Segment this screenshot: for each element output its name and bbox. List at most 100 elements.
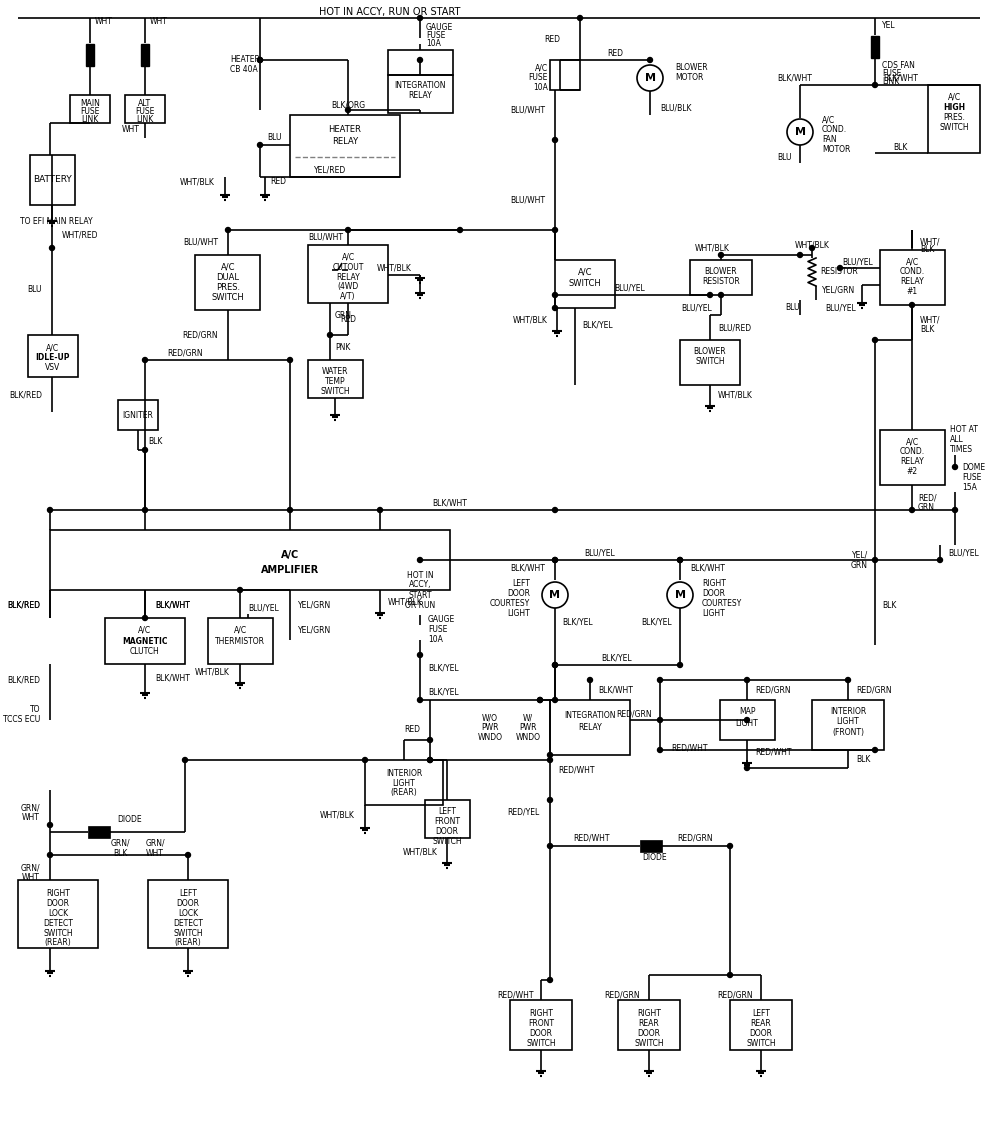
Text: TO EFI MAIN RELAY: TO EFI MAIN RELAY [20,217,93,226]
Text: PRES.: PRES. [216,282,240,291]
Text: LINK: LINK [81,116,99,124]
Text: RED/GRN: RED/GRN [856,686,892,695]
Circle shape [678,663,682,667]
Text: (REAR): (REAR) [45,938,71,947]
Circle shape [552,697,558,703]
Bar [88,825,110,838]
Circle shape [658,678,662,682]
Text: RED: RED [544,35,560,44]
Text: A/C: A/C [341,252,355,262]
Text: PWR: PWR [481,723,499,732]
Bar [365,760,443,805]
Text: VSV: VSV [45,364,61,373]
Text: SWITCH: SWITCH [212,292,244,301]
Bar [308,360,363,398]
Circle shape [418,557,422,563]
Text: A/C: A/C [233,625,247,634]
Text: A/C: A/C [905,257,919,266]
Text: BLU/YEL: BLU/YEL [615,283,645,292]
Text: BLOWER: BLOWER [675,64,708,73]
Circle shape [258,58,262,63]
Text: GRN/: GRN/ [20,804,40,813]
Circle shape [346,227,351,232]
Text: FUSE: FUSE [428,625,447,634]
Text: W/: W/ [523,714,533,722]
Text: MAP: MAP [739,707,755,716]
Text: (REAR): (REAR) [391,788,417,797]
Text: M: M [794,127,806,136]
Text: WHT/BLK: WHT/BLK [795,241,829,249]
Text: DOOR: DOOR [530,1029,552,1037]
Text: TIMES: TIMES [950,446,973,455]
Text: DETECT: DETECT [43,919,73,928]
Circle shape [552,292,558,298]
Text: YEL/GRN: YEL/GRN [298,600,331,609]
Text: 10A: 10A [426,40,441,49]
Text: RED/WHT: RED/WHT [574,833,610,843]
Circle shape [658,747,662,753]
Text: MAGNETIC: MAGNETIC [122,637,168,646]
Text: RED/WHT: RED/WHT [672,744,708,753]
Circle shape [538,697,542,703]
Circle shape [872,338,878,342]
Bar [425,800,470,838]
Text: BLK/YEL: BLK/YEL [602,654,632,663]
Text: HOT IN: HOT IN [407,571,433,580]
Text: LINK: LINK [882,76,899,85]
Bar [510,1001,572,1049]
Text: TO: TO [30,705,40,714]
Text: GAUGE: GAUGE [428,615,455,624]
Text: LOCK: LOCK [178,908,198,918]
Text: MOTOR: MOTOR [822,146,850,155]
Circle shape [744,765,750,771]
Circle shape [718,252,724,257]
Text: WHT/BLK: WHT/BLK [377,264,412,273]
Circle shape [728,844,732,848]
Bar [30,155,75,205]
Text: IGNITER: IGNITER [123,410,153,420]
Bar [871,36,879,58]
Text: START: START [408,590,432,599]
Bar [690,260,752,294]
Text: BLU: BLU [778,152,792,161]
Text: SWITCH: SWITCH [569,279,601,288]
Text: BLK/WHT: BLK/WHT [777,74,812,83]
Text: BLK: BLK [856,755,870,764]
Circle shape [744,678,750,682]
Text: COND.: COND. [899,267,925,276]
Text: BLU/YEL: BLU/YEL [681,304,712,313]
Text: 10A: 10A [533,83,548,92]
Bar [680,340,740,385]
Circle shape [548,978,552,982]
Text: LEFT: LEFT [179,888,197,897]
Circle shape [143,448,148,453]
Text: DIODE: DIODE [643,854,667,863]
Text: DOOR: DOOR [436,828,458,837]
Text: A/C: A/C [138,625,152,634]
Text: LOCK: LOCK [48,908,68,918]
Text: DOOR: DOOR [638,1029,660,1037]
Text: MOTOR: MOTOR [675,74,703,83]
Text: LEFT: LEFT [512,579,530,588]
Text: RED/WHT: RED/WHT [558,765,594,774]
Text: RED: RED [607,49,623,58]
Circle shape [548,844,552,848]
Text: WHT/BLK: WHT/BLK [195,667,230,677]
Text: M: M [674,590,686,600]
Bar [618,1001,680,1049]
Text: LINK: LINK [136,116,154,124]
Text: BLK/WHT: BLK/WHT [598,686,633,695]
Text: YEL/RED: YEL/RED [314,166,346,174]
Text: A/C: A/C [46,343,60,352]
Text: WHT/BLK: WHT/BLK [320,811,355,820]
Text: GAUGE: GAUGE [426,24,453,33]
Text: SWITCH: SWITCH [320,388,350,397]
Text: RIGHT: RIGHT [529,1009,553,1018]
Text: PNK: PNK [335,343,350,352]
Text: BLU/YEL: BLU/YEL [248,604,279,613]
Text: CB 40A: CB 40A [230,66,258,75]
Text: GRN: GRN [918,504,935,513]
Text: BLK/YEL: BLK/YEL [582,321,613,330]
Bar [195,255,260,310]
Text: #1: #1 [906,288,918,297]
